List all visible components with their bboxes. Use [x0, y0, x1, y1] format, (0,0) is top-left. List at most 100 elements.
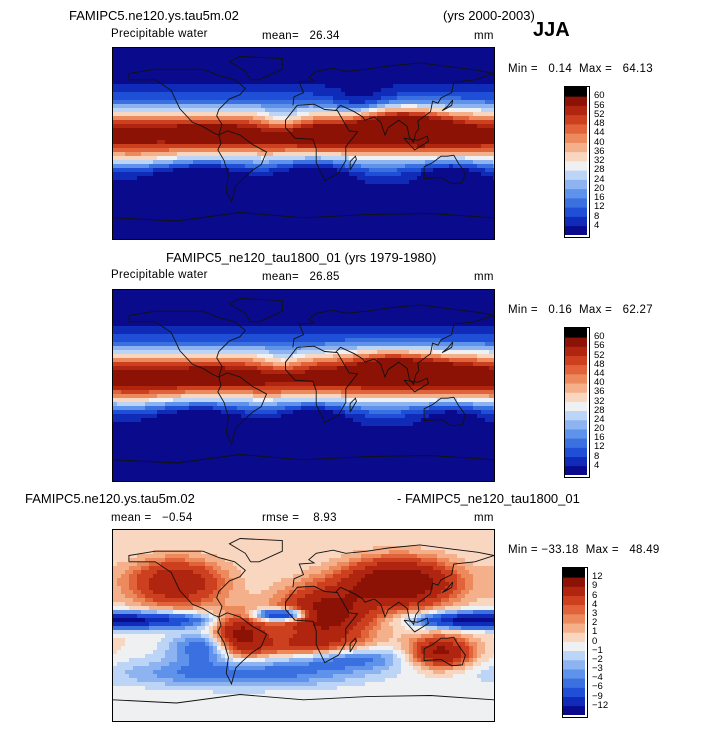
field-cell — [429, 48, 434, 53]
field-cell — [489, 168, 494, 173]
field-cell — [353, 124, 358, 129]
field-cell — [485, 112, 490, 117]
field-cell — [445, 172, 450, 177]
field-cell — [397, 298, 402, 303]
field-cell — [385, 164, 390, 169]
field-cell — [317, 148, 322, 153]
field-cell — [281, 302, 286, 307]
field-cell — [405, 64, 410, 69]
field-cell — [361, 294, 366, 299]
field-cell — [245, 124, 250, 129]
field-cell — [381, 180, 386, 185]
field-cell — [477, 294, 482, 299]
field-cell — [193, 188, 198, 193]
field-cell — [477, 212, 482, 217]
field-cell — [141, 96, 146, 101]
field-cell — [257, 290, 262, 295]
field-cell — [289, 298, 294, 303]
field-cell — [173, 92, 178, 97]
field-cell — [369, 152, 374, 157]
field-cell — [337, 92, 342, 97]
field-cell — [357, 52, 362, 57]
field-cell — [437, 220, 442, 225]
field-cell — [393, 72, 398, 77]
field-cell — [385, 84, 390, 89]
field-cell — [409, 208, 414, 213]
field-cell — [353, 172, 358, 177]
field-cell — [433, 84, 438, 89]
field-cell — [453, 144, 458, 149]
field-cell — [209, 160, 214, 165]
field-cell — [361, 148, 366, 153]
field-cell — [281, 124, 286, 129]
field-cell — [233, 204, 238, 209]
field-cell — [137, 132, 142, 137]
field-cell — [129, 196, 134, 201]
field-cell — [481, 124, 486, 129]
field-cell — [297, 294, 302, 299]
field-cell — [425, 76, 430, 81]
field-cell — [185, 232, 190, 237]
field-cell — [481, 112, 486, 117]
field-cell — [189, 96, 194, 101]
field-cell — [369, 60, 374, 65]
field-cell — [193, 148, 198, 153]
field-cell — [477, 176, 482, 181]
field-cell — [477, 216, 482, 221]
field-cell — [257, 64, 262, 69]
field-cell — [245, 116, 250, 121]
field-cell — [193, 212, 198, 217]
field-cell — [197, 56, 202, 61]
field-cell — [457, 172, 462, 177]
field-cell — [393, 112, 398, 117]
field-cell — [377, 232, 382, 237]
field-cell — [425, 132, 430, 137]
field-cell — [261, 228, 266, 233]
field-cell — [221, 100, 226, 105]
field-cell — [405, 52, 410, 57]
field-cell — [181, 156, 186, 161]
field-cell — [149, 148, 154, 153]
field-cell — [233, 104, 238, 109]
field-cell — [181, 188, 186, 193]
field-cell — [233, 48, 238, 53]
field-cell — [473, 172, 478, 177]
field-cell — [453, 108, 458, 113]
field-cell — [357, 196, 362, 201]
field-cell — [193, 124, 198, 129]
field-cell — [429, 152, 434, 157]
field-cell — [137, 120, 142, 125]
field-cell — [161, 290, 166, 295]
field-cell — [121, 204, 126, 209]
field-cell — [429, 236, 434, 239]
field-cell — [213, 224, 218, 229]
field-cell — [393, 208, 398, 213]
field-cell — [469, 156, 474, 161]
field-cell — [229, 124, 234, 129]
field-cell — [289, 204, 294, 209]
field-cell — [217, 64, 222, 69]
field-cell — [177, 152, 182, 157]
field-cell — [157, 52, 162, 57]
field-cell — [421, 168, 426, 173]
field-cell — [437, 116, 442, 121]
field-cell — [281, 212, 286, 217]
field-cell — [477, 228, 482, 233]
field-cell — [225, 104, 230, 109]
field-cell — [265, 108, 270, 113]
field-cell — [149, 136, 154, 141]
field-cell — [297, 208, 302, 213]
field-cell — [321, 72, 326, 77]
field-cell — [289, 128, 294, 133]
field-cell — [217, 200, 222, 205]
field-cell — [241, 100, 246, 105]
field-cell — [389, 136, 394, 141]
field-cell — [297, 128, 302, 133]
field-cell — [117, 140, 122, 145]
field-cell — [265, 176, 270, 181]
field-cell — [465, 168, 470, 173]
field-cell — [201, 200, 206, 205]
field-cell — [397, 224, 402, 229]
field-cell — [461, 212, 466, 217]
field-cell — [185, 160, 190, 165]
